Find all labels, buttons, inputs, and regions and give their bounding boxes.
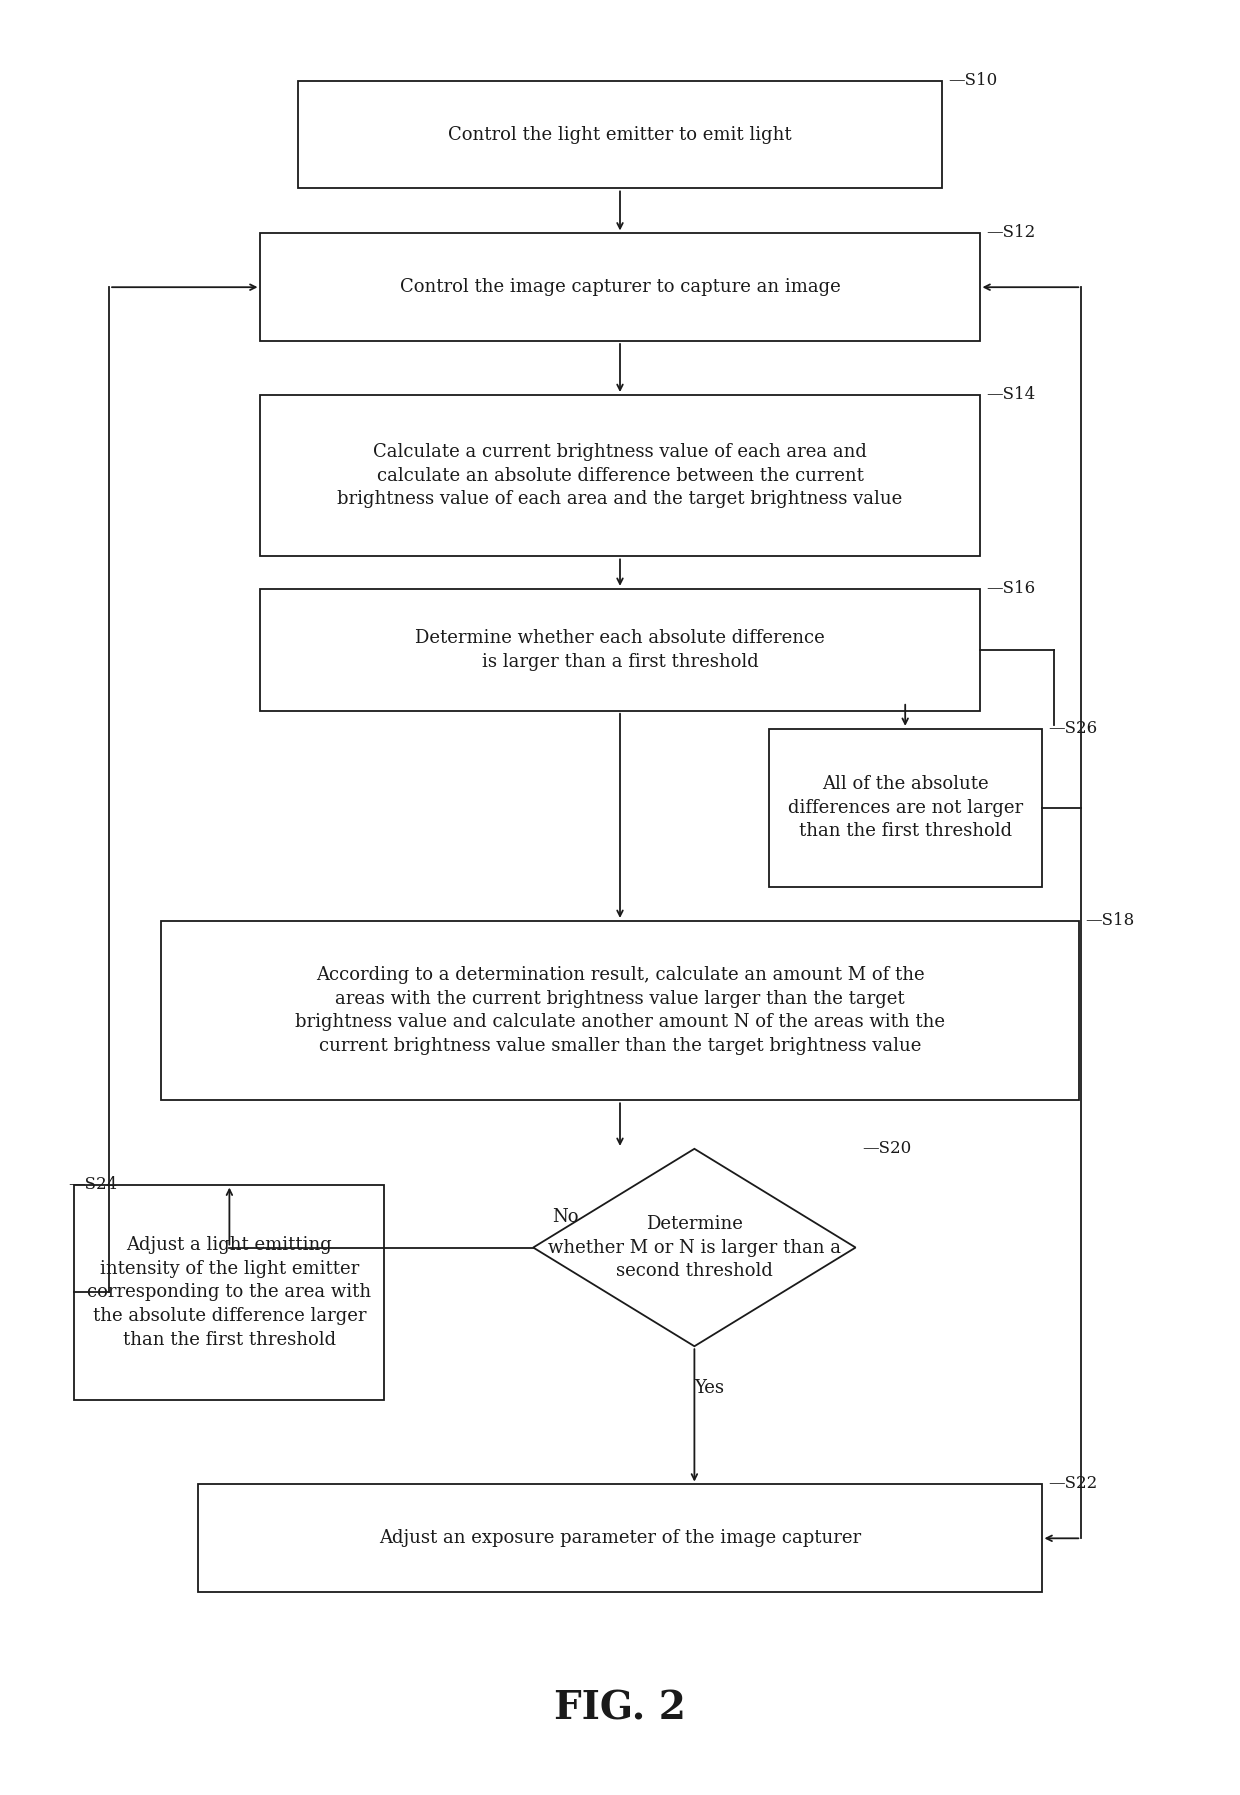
Text: According to a determination result, calculate an amount M of the
areas with the: According to a determination result, cal… [295,966,945,1055]
Text: —S10: —S10 [949,72,998,88]
Text: Control the light emitter to emit light: Control the light emitter to emit light [448,126,792,144]
Text: —S14: —S14 [986,386,1035,402]
Bar [161,921,1079,1100]
Text: —S22: —S22 [1048,1475,1097,1492]
Text: All of the absolute
differences are not larger
than the first threshold: All of the absolute differences are not … [787,775,1023,840]
Polygon shape [533,1149,856,1346]
Bar [769,729,1042,887]
Text: —S16: —S16 [986,580,1035,596]
Text: Control the image capturer to capture an image: Control the image capturer to capture an… [399,278,841,296]
Text: Adjust an exposure parameter of the image capturer: Adjust an exposure parameter of the imag… [379,1529,861,1547]
Bar [198,1484,1042,1592]
Text: —S12: —S12 [986,224,1035,241]
Text: FIG. 2: FIG. 2 [554,1689,686,1729]
Bar [298,81,942,188]
Text: —S18: —S18 [1085,912,1135,928]
Text: Determine whether each absolute difference
is larger than a first threshold: Determine whether each absolute differen… [415,628,825,671]
Bar [74,1185,384,1400]
Text: Adjust a light emitting
intensity of the light emitter
corresponding to the area: Adjust a light emitting intensity of the… [87,1237,372,1348]
Text: —S20: —S20 [862,1140,911,1156]
Text: —S26: —S26 [1048,720,1097,736]
Text: Yes: Yes [694,1379,724,1397]
Text: —S24: —S24 [68,1176,118,1192]
Text: Calculate a current brightness value of each area and
calculate an absolute diff: Calculate a current brightness value of … [337,443,903,508]
Bar [260,589,980,711]
Text: Determine
whether M or N is larger than a
second threshold: Determine whether M or N is larger than … [548,1215,841,1280]
Bar [260,395,980,556]
Bar [260,233,980,341]
Text: No: No [552,1208,578,1226]
